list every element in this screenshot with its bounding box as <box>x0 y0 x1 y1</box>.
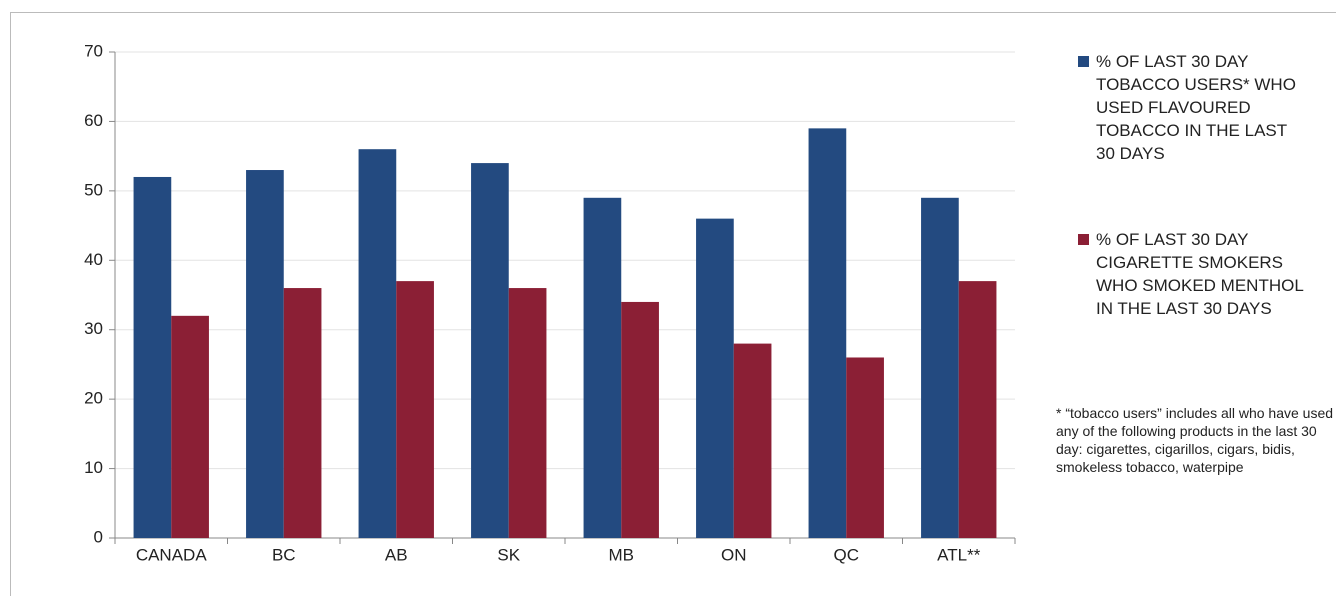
bar <box>621 301 659 538</box>
y-tick-label: 60 <box>84 111 103 130</box>
y-tick-label: 50 <box>84 180 103 199</box>
y-tick-label: 0 <box>94 527 103 546</box>
bar <box>846 357 884 538</box>
x-tick-label: ON <box>721 545 747 564</box>
legend-label: % OF LAST 30 DAY TOBACCO USERS* WHO USED… <box>1096 52 1296 163</box>
frame <box>10 12 1336 596</box>
x-tick-label: CANADA <box>136 545 208 564</box>
bar <box>471 163 509 539</box>
footnote: * “tobacco users” includes all who have … <box>1056 405 1334 475</box>
bar <box>508 288 547 538</box>
y-tick-label: 70 <box>84 41 103 60</box>
bar <box>358 149 397 538</box>
y-tick-label: 10 <box>84 458 103 477</box>
x-tick-label: MB <box>609 545 635 564</box>
legend-item: % OF LAST 30 DAY TOBACCO USERS* WHO USED… <box>1078 50 1308 165</box>
legend-swatch <box>1078 56 1089 67</box>
y-tick-label: 40 <box>84 250 103 269</box>
x-tick-label: ATL** <box>937 545 981 564</box>
x-tick-label: QC <box>834 545 860 564</box>
bar <box>696 218 734 538</box>
bar <box>133 176 172 538</box>
bar <box>246 170 284 538</box>
bar <box>808 128 847 538</box>
bar <box>733 343 772 538</box>
y-tick-label: 30 <box>84 319 103 338</box>
bar <box>396 281 434 538</box>
bar <box>583 197 622 539</box>
legend-item: % OF LAST 30 DAY CIGARETTE SMOKERS WHO S… <box>1078 228 1308 320</box>
x-tick-label: AB <box>385 545 408 564</box>
x-tick-label: SK <box>497 545 520 564</box>
y-tick-label: 20 <box>84 389 103 408</box>
bar <box>283 288 322 538</box>
legend-swatch <box>1078 234 1089 245</box>
bar <box>958 281 997 538</box>
legend-label: % OF LAST 30 DAY CIGARETTE SMOKERS WHO S… <box>1096 230 1304 318</box>
x-tick-label: BC <box>272 545 296 564</box>
bar <box>171 315 209 538</box>
bar <box>921 197 959 539</box>
